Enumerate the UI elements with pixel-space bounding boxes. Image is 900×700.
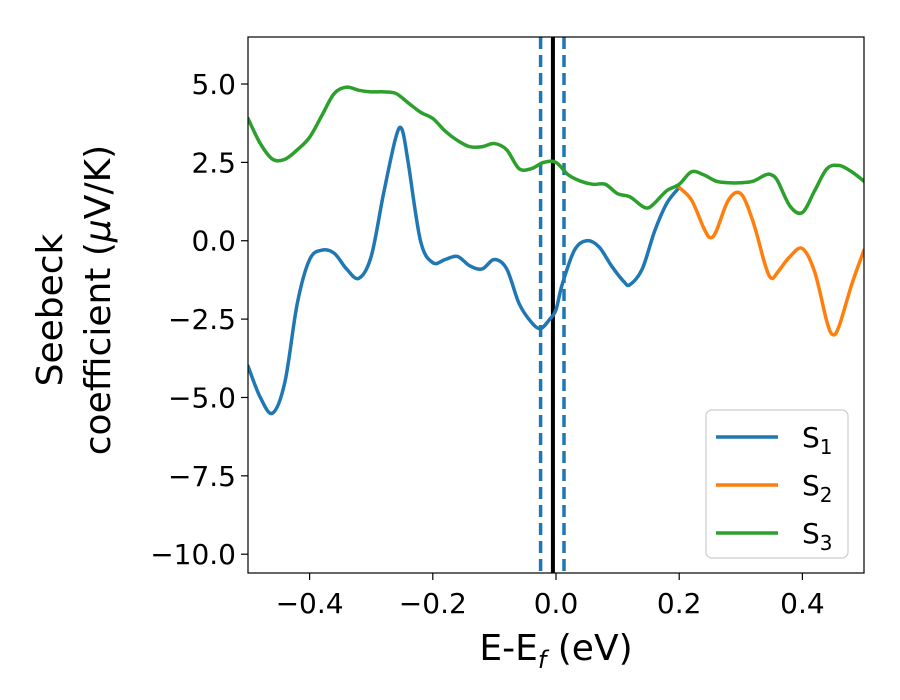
legend-label-s2: S2 <box>802 469 833 507</box>
y-axis: 5.0 2.5 0.0 −2.5 −5.0 −7.5 −10.0 <box>150 68 248 571</box>
legend: S1 S2 S3 <box>705 409 849 559</box>
legend-label-s3: S3 <box>802 517 833 555</box>
series-line-s1 <box>248 125 681 416</box>
y-tick-label: 2.5 <box>191 146 236 179</box>
y-tick-label: 0.0 <box>191 225 236 258</box>
y-tick-label: −7.5 <box>168 460 236 493</box>
x-tick-label: 0.2 <box>657 587 702 620</box>
legend-label-s1: S1 <box>802 421 833 459</box>
y-axis-label-line2: coefficient (μV/K) <box>78 145 119 455</box>
y-tick-label: −2.5 <box>168 303 236 336</box>
x-tick-label: −0.2 <box>399 587 467 620</box>
y-axis-label-line1: Seebeck <box>30 233 71 386</box>
x-axis: −0.4 −0.2 0.0 0.2 0.4 <box>276 573 825 620</box>
x-tick-label: 0.0 <box>534 587 579 620</box>
y-axis-label: Seebeck coefficient (μV/K) <box>30 145 119 455</box>
plot-content <box>248 37 864 573</box>
x-axis-label: E-Ef (eV) <box>479 628 632 674</box>
y-tick-label: −10.0 <box>150 538 236 571</box>
y-tick-label: −5.0 <box>168 381 236 414</box>
x-tick-label: −0.4 <box>276 587 344 620</box>
series-line-s2 <box>677 185 864 337</box>
series-line-s3 <box>248 85 864 216</box>
y-tick-label: 5.0 <box>191 68 236 101</box>
x-tick-label: 0.4 <box>780 587 825 620</box>
